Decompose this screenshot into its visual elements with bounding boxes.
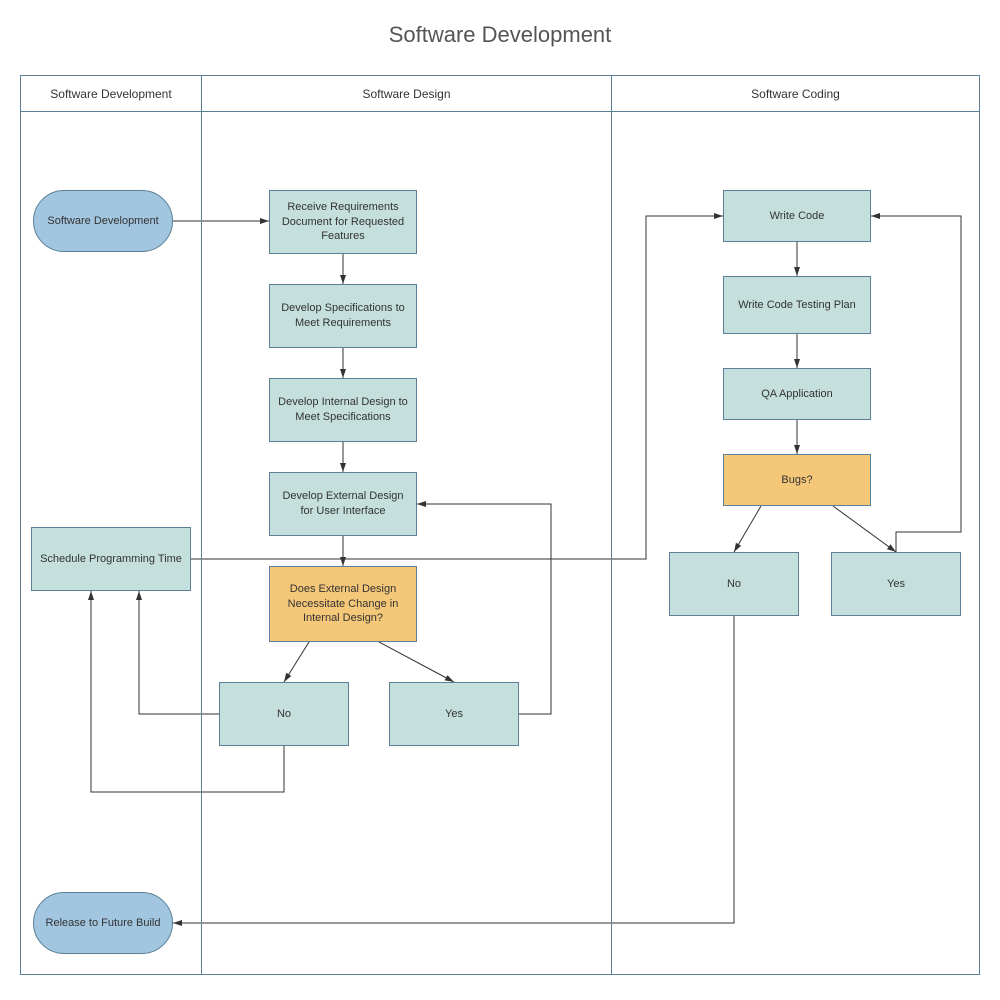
node-plan: Write Code Testing Plan bbox=[723, 276, 871, 334]
node-recv: Receive Requirements Document for Reques… bbox=[269, 190, 417, 254]
node-start: Software Development bbox=[33, 190, 173, 252]
lane-header-row: Software DevelopmentSoftware DesignSoftw… bbox=[21, 76, 979, 112]
node-code: Write Code bbox=[723, 190, 871, 242]
lane-separator bbox=[611, 112, 612, 974]
node-sched: Schedule Programming Time bbox=[31, 527, 191, 591]
lane-separator bbox=[201, 112, 202, 974]
node-bno: No bbox=[669, 552, 799, 616]
node-dec1: Does External Design Necessitate Change … bbox=[269, 566, 417, 642]
node-spec: Develop Specifications to Meet Requireme… bbox=[269, 284, 417, 348]
lane-header-coding: Software Coding bbox=[611, 76, 979, 112]
node-bugs: Bugs? bbox=[723, 454, 871, 506]
node-release: Release to Future Build bbox=[33, 892, 173, 954]
lane-header-design: Software Design bbox=[201, 76, 611, 112]
node-byes: Yes bbox=[831, 552, 961, 616]
node-d1no: No bbox=[219, 682, 349, 746]
lane-body: Software Development Schedule Programming… bbox=[21, 112, 979, 974]
lane-header-dev: Software Development bbox=[21, 76, 201, 112]
swimlane-canvas: Software DevelopmentSoftware DesignSoftw… bbox=[20, 75, 980, 975]
node-extd: Develop External Design for User Interfa… bbox=[269, 472, 417, 536]
node-d1yes: Yes bbox=[389, 682, 519, 746]
node-qa: QA Application bbox=[723, 368, 871, 420]
diagram-title: Software Development bbox=[0, 22, 1000, 48]
node-intd: Develop Internal Design to Meet Specific… bbox=[269, 378, 417, 442]
